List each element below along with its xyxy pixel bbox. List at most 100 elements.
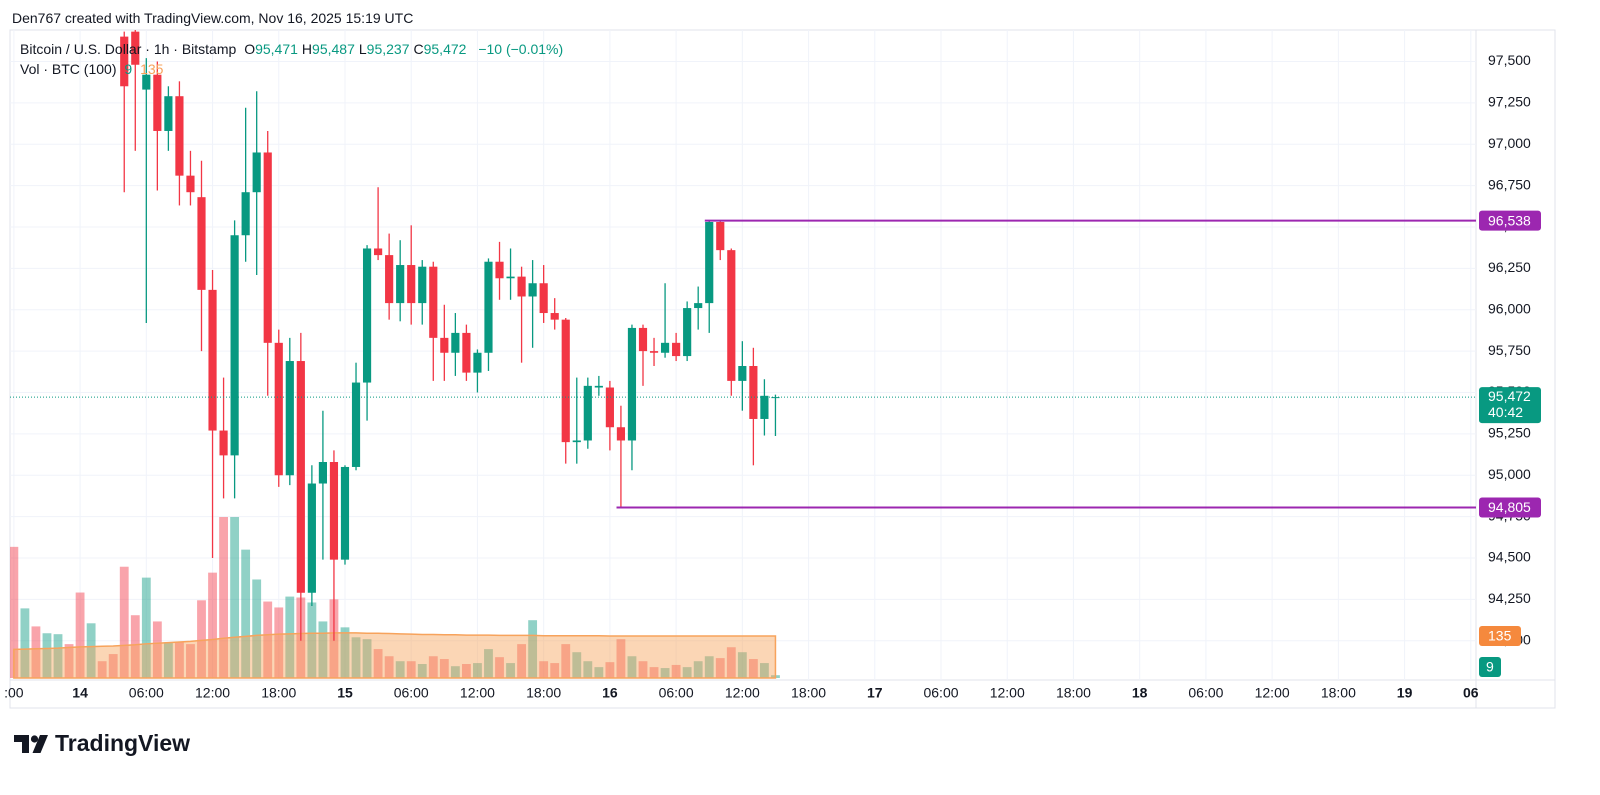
candle-body bbox=[252, 152, 261, 193]
y-tick-label: 97,250 bbox=[1488, 94, 1531, 110]
candle-body bbox=[583, 385, 592, 441]
y-tick-label: 95,000 bbox=[1488, 466, 1531, 482]
volume-bar bbox=[638, 661, 648, 678]
x-tick-label: 18:00 bbox=[791, 685, 826, 701]
x-tick-label: 06:00 bbox=[1188, 685, 1223, 701]
volume-bar bbox=[616, 639, 626, 678]
volume-bar bbox=[75, 592, 85, 678]
volume-ma-area bbox=[13, 632, 777, 679]
x-tick-label: 18:00 bbox=[1321, 685, 1356, 701]
legend-key: O bbox=[244, 41, 256, 57]
axes: 94,00094,25094,50094,75095,00095,25095,5… bbox=[4, 52, 1541, 701]
volume-bar bbox=[517, 644, 527, 678]
volume-bar bbox=[748, 659, 758, 678]
y-tick-label: 94,500 bbox=[1488, 549, 1531, 565]
volume-bar bbox=[197, 600, 206, 678]
volume-bar bbox=[417, 664, 427, 678]
volume-bar bbox=[561, 644, 571, 678]
y-tick-label: 96,750 bbox=[1488, 176, 1531, 192]
candle-body bbox=[340, 466, 350, 560]
candle-body bbox=[175, 96, 184, 176]
candle-body bbox=[473, 352, 482, 373]
last-price-box bbox=[1479, 387, 1541, 424]
volume-bar bbox=[285, 596, 295, 678]
volume-bar bbox=[671, 664, 681, 678]
candle-body bbox=[153, 74, 162, 131]
candle-body bbox=[649, 351, 659, 353]
chart-frame bbox=[9, 29, 1556, 709]
candle-body bbox=[749, 366, 758, 419]
logo-icon bbox=[32, 735, 48, 753]
y-tick-label: 97,500 bbox=[1488, 52, 1531, 68]
plot bbox=[10, 30, 1476, 679]
volume-bar bbox=[274, 607, 284, 678]
candle-body bbox=[285, 361, 294, 476]
legend-value: 95,487 bbox=[312, 41, 355, 57]
candle-body bbox=[385, 255, 394, 304]
y-tick-label: 96,000 bbox=[1488, 300, 1531, 316]
x-tick-label: 12:00 bbox=[725, 685, 760, 701]
candle-body bbox=[318, 462, 327, 484]
volume-bar bbox=[737, 652, 747, 678]
volume-bar bbox=[10, 546, 19, 678]
x-tick-label: 12:00 bbox=[195, 685, 230, 701]
candle-body bbox=[484, 261, 493, 353]
volume-bar bbox=[660, 668, 670, 678]
volume-bar bbox=[627, 656, 637, 678]
x-tick-label: 18:00 bbox=[526, 685, 561, 701]
candle-body bbox=[694, 303, 703, 309]
volume-bar bbox=[373, 649, 383, 678]
volume-bar bbox=[119, 566, 129, 678]
y-tick-label: 96,250 bbox=[1488, 259, 1531, 275]
candle-body bbox=[142, 74, 151, 90]
candle-body bbox=[683, 308, 692, 357]
volume-value: 9 bbox=[124, 61, 133, 77]
volume-bar bbox=[108, 654, 118, 678]
logo-icon bbox=[30, 735, 39, 743]
volume-bar bbox=[384, 656, 394, 678]
volume-bar bbox=[484, 649, 493, 678]
x-tick-label: 06:00 bbox=[923, 685, 958, 701]
symbol-title: Bitcoin / U.S. Dollar · 1h · Bitstamp bbox=[20, 41, 237, 57]
x-tick-label: 12:00 bbox=[990, 685, 1025, 701]
candle-body bbox=[362, 248, 372, 383]
volume-bar bbox=[726, 647, 736, 678]
volume-box bbox=[1479, 657, 1501, 677]
x-tick-label: 15 bbox=[337, 685, 353, 701]
volume-bar bbox=[759, 663, 769, 678]
volume-bar bbox=[31, 626, 41, 678]
candle-body bbox=[638, 327, 648, 352]
x-tick-label: :00 bbox=[4, 685, 24, 701]
volume-bar bbox=[682, 667, 692, 678]
volume-bar bbox=[406, 661, 416, 678]
x-tick-label: 18:00 bbox=[261, 685, 296, 701]
candle-body bbox=[263, 152, 272, 343]
volume-bar bbox=[583, 661, 593, 678]
volume-bar bbox=[495, 657, 504, 678]
candle-body bbox=[164, 96, 173, 131]
volume-bar bbox=[506, 663, 515, 678]
legend: Bitcoin / U.S. Dollar · 1h · Bitstamp O 9… bbox=[20, 41, 567, 57]
volume-bar bbox=[450, 666, 460, 678]
legend-key: C bbox=[413, 41, 424, 57]
candle-body bbox=[120, 36, 129, 87]
candle-body bbox=[705, 222, 714, 304]
candle-body bbox=[660, 342, 670, 353]
level-label-box bbox=[1479, 210, 1541, 231]
volume-bar bbox=[572, 652, 582, 678]
volume-bar bbox=[351, 637, 361, 678]
legend-key: L bbox=[358, 41, 367, 57]
volume-bar bbox=[64, 644, 74, 678]
candle-body bbox=[407, 265, 416, 304]
volume-bar bbox=[693, 661, 703, 678]
volume-bar bbox=[715, 658, 725, 678]
candle-body bbox=[329, 462, 339, 560]
volume-bar bbox=[307, 602, 317, 678]
candle-body bbox=[241, 192, 250, 236]
volume-bar bbox=[263, 601, 273, 678]
attribution: Den767 created with TradingView.com, Nov… bbox=[12, 10, 414, 26]
candle-body bbox=[760, 395, 769, 419]
volume-bar bbox=[528, 620, 538, 678]
